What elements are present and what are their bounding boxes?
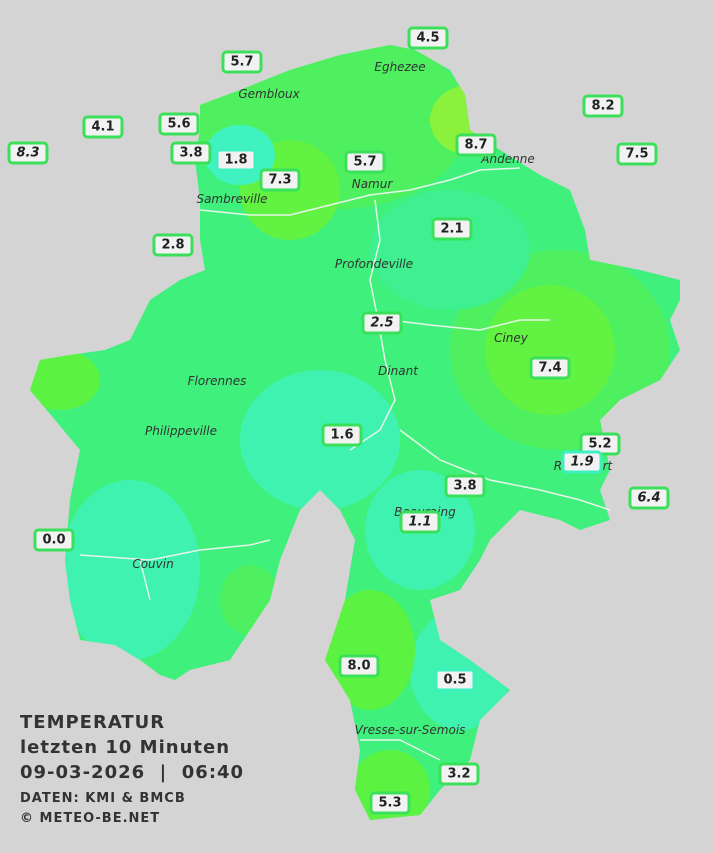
copyright: © METEO-BE.NET <box>20 811 161 826</box>
station-value: 7.3 <box>259 168 301 192</box>
station-value: 1.9 <box>561 450 603 474</box>
city-label: Gembloux <box>238 87 300 101</box>
station-value: 8.0 <box>338 654 380 678</box>
city-label: Profondeville <box>334 257 414 271</box>
timestamp: 09-03-2026 | 06:40 <box>20 762 245 783</box>
city-label: Vresse-sur-Semois <box>354 723 466 737</box>
station-value: 1.8 <box>215 148 257 172</box>
station-value: 5.6 <box>158 112 200 136</box>
station-value: 2.5 <box>361 311 403 335</box>
station-value: 8.2 <box>582 94 624 118</box>
station-value: 7.4 <box>529 356 571 380</box>
station-value: 0.5 <box>434 668 476 692</box>
rivers <box>79 167 611 761</box>
station-value: 1.1 <box>399 510 441 534</box>
station-value: 2.1 <box>431 217 473 241</box>
city-label: Namur <box>351 177 393 191</box>
city-label: Philippeville <box>145 424 217 438</box>
station-value: 3.2 <box>438 762 480 786</box>
title: TEMPERATUR <box>20 712 166 733</box>
city-label: Couvin <box>132 557 174 571</box>
city-label: Florennes <box>187 374 247 388</box>
station-value: 5.2 <box>579 432 621 456</box>
station-value: 5.7 <box>344 150 386 174</box>
station-value: 5.3 <box>369 791 411 815</box>
station-value: 4.1 <box>82 115 124 139</box>
station-value: 0.0 <box>33 528 75 552</box>
station-value: 8.3 <box>7 141 49 165</box>
city-label: Andenne <box>481 152 535 166</box>
station-value: 7.5 <box>616 142 658 166</box>
station-value: 2.8 <box>152 233 194 257</box>
city-label: Eghezee <box>374 60 426 74</box>
city-label: Ciney <box>494 331 528 345</box>
station-value: 5.7 <box>221 50 263 74</box>
station-value: 8.7 <box>455 133 497 157</box>
station-value: 6.4 <box>628 486 670 510</box>
source: DATEN: KMI & BMCB <box>20 791 186 806</box>
station-value: 4.5 <box>407 26 449 50</box>
station-value: 3.8 <box>170 141 212 165</box>
station-value: 1.6 <box>321 423 363 447</box>
city-label: Dinant <box>378 364 418 378</box>
subtitle: letzten 10 Minuten <box>20 737 231 758</box>
city-label: Sambreville <box>196 192 268 206</box>
station-value: 3.8 <box>444 474 486 498</box>
